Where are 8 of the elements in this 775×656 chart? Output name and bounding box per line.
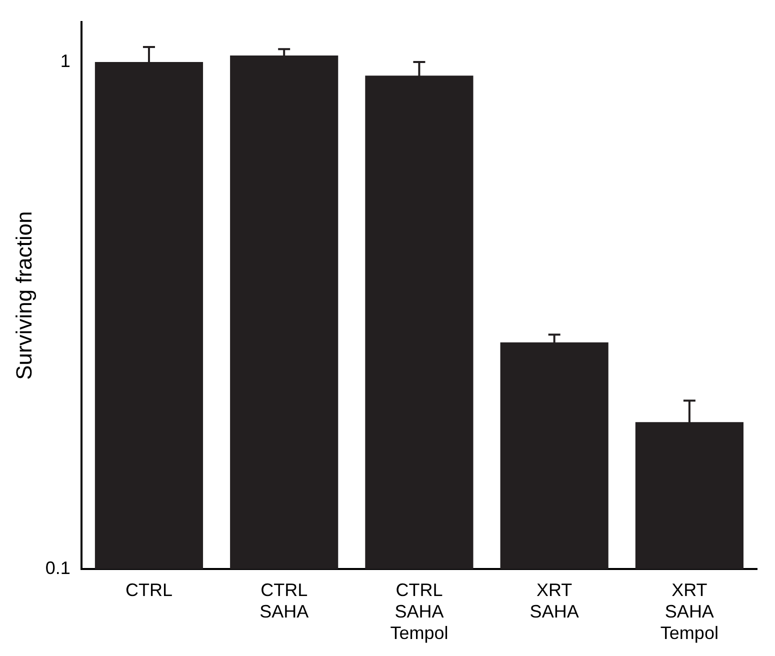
y-axis-title: Surviving fraction bbox=[11, 211, 36, 380]
x-tick-label: CTRL SAHA Tempol bbox=[390, 580, 448, 644]
x-tick-label: CTRL SAHA bbox=[260, 580, 309, 622]
y-tick-label: 0.1 bbox=[45, 558, 70, 578]
x-tick-label: XRT SAHA bbox=[530, 580, 579, 622]
x-tick-label: XRT SAHA Tempol bbox=[660, 580, 718, 644]
x-tick-label: CTRL bbox=[125, 580, 172, 600]
y-tick-label: 1 bbox=[60, 50, 70, 71]
